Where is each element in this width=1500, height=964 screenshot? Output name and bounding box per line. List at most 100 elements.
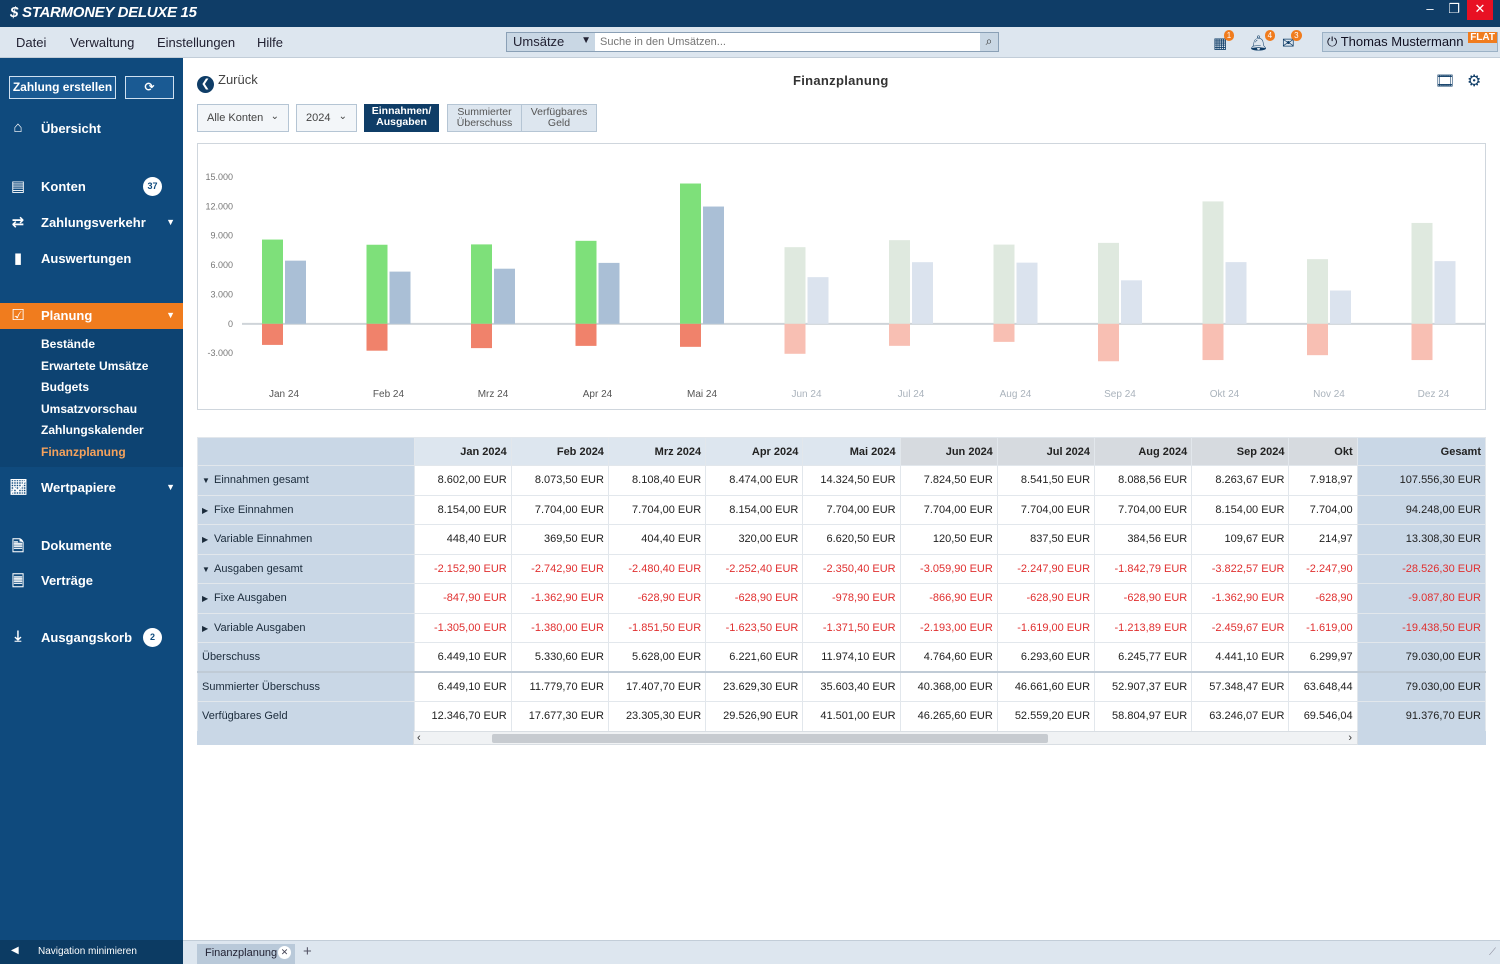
x-tick-label: Sep 24 [1104, 389, 1136, 400]
row-label[interactable]: ▶ Variable Einnahmen [197, 524, 415, 555]
column-header[interactable]: Feb 2024 [510, 437, 609, 466]
sub-zahlungskalender[interactable]: Zahlungskalender [41, 423, 144, 437]
close-window-button[interactable]: ✕ [1467, 0, 1493, 20]
user-menu[interactable]: ⏻ Thomas Mustermann FLAT [1322, 32, 1498, 52]
nav-wertpapiere[interactable]: 📈︎ Wertpapiere ▼ [0, 475, 183, 501]
row-label[interactable]: ▼ Einnahmen gesamt [197, 465, 415, 496]
table-cell: -628,90 EUR [1094, 583, 1193, 614]
back-button[interactable]: ❮ Zurück [197, 72, 258, 93]
bell-icon[interactable]: 🔔︎ 4 [1249, 30, 1276, 52]
table-cell: 52.559,20 EUR [996, 701, 1096, 732]
column-header[interactable]: Jun 2024 [899, 437, 998, 466]
expand-icon[interactable]: ▶ [202, 594, 209, 604]
row-label[interactable]: ▼ Ausgaben gesamt [197, 553, 415, 584]
column-header[interactable]: Jul 2024 [996, 437, 1096, 466]
nav-planung[interactable]: ☑ Planung ▼ [0, 303, 183, 329]
view-summierter-ueberschuss[interactable]: Summierter Überschuss [447, 104, 522, 132]
nav-auswertungen[interactable]: ▮ Auswertungen [0, 246, 183, 272]
row-label-text: Verfügbares Geld [202, 710, 288, 723]
sub-erwartete-umsaetze[interactable]: Erwartete Umsätze [41, 359, 149, 373]
table-cell: 11.974,10 EUR [802, 642, 901, 673]
chevron-down-icon: ▼ [166, 310, 175, 320]
table-cell: 29.526,90 EUR [705, 701, 804, 732]
expand-icon[interactable]: ▶ [202, 535, 209, 545]
view-verfuegbares-geld[interactable]: Verfügbares Geld [521, 104, 597, 132]
column-header[interactable]: Apr 2024 [705, 437, 804, 466]
scroll-right-arrow-icon[interactable]: › [1348, 732, 1352, 744]
nav-dokumente[interactable]: 🗎︎ Dokumente [0, 533, 183, 559]
minimize-window-button[interactable]: – [1426, 1, 1434, 16]
collapse-icon[interactable]: ▼ [202, 564, 210, 574]
maximize-window-button[interactable]: ❐ [1448, 1, 1460, 16]
collapse-icon[interactable]: ▼ [202, 476, 210, 486]
minimize-navigation-button[interactable]: ◀ Navigation minimieren [0, 940, 183, 964]
chevron-down-icon: ▼ [166, 482, 175, 492]
expand-icon[interactable]: ▶ [202, 505, 209, 515]
table-cell: 8.108,40 EUR [607, 465, 707, 496]
income-bar [471, 244, 492, 324]
power-icon: ⏻ [1327, 34, 1338, 49]
calendar-icon[interactable]: ▦ 1 [1213, 30, 1235, 52]
menu-datei[interactable]: Datei [16, 35, 47, 50]
row-label[interactable]: ▶ Variable Ausgaben [197, 612, 415, 643]
search-input[interactable] [595, 33, 981, 51]
table-cell: -1.213,89 EUR [1094, 612, 1193, 643]
table-cell: -2.459,67 EUR [1191, 612, 1290, 643]
scroll-thumb[interactable] [492, 734, 1048, 743]
search-icon[interactable]: ⌕ [980, 33, 998, 51]
total-cell: 79.030,00 EUR [1356, 642, 1487, 673]
account-filter-dropdown[interactable]: Alle Konten ⌄ [197, 104, 289, 132]
expense-bar [575, 323, 597, 346]
menu-einstellungen[interactable]: Einstellungen [157, 35, 236, 50]
add-tab-icon[interactable]: + [303, 943, 312, 960]
search-scope-select[interactable]: Umsätze ▼ [507, 33, 595, 51]
column-header-total[interactable]: Gesamt [1356, 437, 1487, 466]
year-filter-dropdown[interactable]: 2024 ⌄ [296, 104, 357, 132]
table-cell: 448,40 EUR [413, 524, 512, 555]
row-label-text: Überschuss [202, 651, 261, 663]
nav-uebersicht[interactable]: ⌂ Übersicht [0, 116, 183, 142]
close-tab-icon[interactable]: ✕ [278, 946, 291, 959]
refresh-button[interactable]: ⟳ [125, 76, 174, 99]
table-cell: 23.305,30 EUR [607, 701, 707, 732]
income-bar [1307, 259, 1328, 324]
column-header[interactable]: Aug 2024 [1094, 437, 1193, 466]
row-label[interactable]: ▶ Fixe Ausgaben [197, 583, 415, 614]
nav-ausgangskorb[interactable]: ⤓ Ausgangskorb 2 [0, 625, 183, 651]
menu-verwaltung[interactable]: Verwaltung [70, 35, 135, 50]
table-cell: -1.851,50 EUR [607, 612, 707, 643]
view-einnahmen-ausgaben[interactable]: Einnahmen/Ausgaben [364, 104, 439, 132]
column-header[interactable]: Okt [1288, 437, 1358, 466]
menu-hilfe[interactable]: Hilfe [257, 35, 284, 50]
y-tick-label: 3.000 [210, 289, 233, 299]
settings-gear-icon[interactable]: ⚙ [1467, 73, 1482, 90]
nav-zahlungsverkehr[interactable]: ⇄ Zahlungsverkehr ▼ [0, 210, 183, 236]
create-payment-button[interactable]: Zahlung erstellen [9, 76, 116, 99]
table-cell: 7.704,00 EUR [510, 494, 609, 525]
scroll-track[interactable]: ‹ › [413, 731, 1358, 745]
nav-konten[interactable]: ▤ Konten 37 [0, 174, 183, 200]
column-header[interactable]: Sep 2024 [1191, 437, 1290, 466]
minimize-navigation-label: Navigation minimieren [38, 946, 137, 957]
main-content: ❮ Zurück Finanzplanung 🎞︎ ⚙ Alle Konten ⌄ … [183, 58, 1500, 940]
tab-finanzplanung[interactable]: Finanzplanung ✕ [197, 944, 295, 964]
column-header[interactable]: Mai 2024 [802, 437, 901, 466]
sub-budgets[interactable]: Budgets [41, 380, 89, 394]
scroll-pad [197, 731, 413, 745]
row-label[interactable]: ▶ Fixe Einnahmen [197, 494, 415, 525]
resize-grip-icon[interactable]: ⟋ [1489, 947, 1496, 958]
column-header[interactable]: Mrz 2024 [607, 437, 707, 466]
sub-umsatzvorschau[interactable]: Umsatzvorschau [41, 402, 138, 416]
scroll-left-arrow-icon[interactable]: ‹ [417, 732, 421, 744]
expense-bar [1307, 323, 1328, 356]
sub-bestaende[interactable]: Bestände [41, 337, 96, 351]
expand-icon[interactable]: ▶ [202, 623, 209, 633]
column-header[interactable]: Jan 2024 [413, 437, 512, 466]
film-icon[interactable]: 🎞︎ [1435, 73, 1456, 90]
table-cell: 7.918,97 [1288, 465, 1358, 496]
x-tick-label: Jan 24 [269, 389, 299, 400]
mail-icon[interactable]: ✉ 3 [1282, 30, 1302, 52]
nav-vertraege[interactable]: 🗏︎ Verträge [0, 568, 183, 594]
table-cell: 11.779,70 EUR [510, 671, 609, 702]
sub-finanzplanung[interactable]: Finanzplanung [41, 445, 126, 459]
